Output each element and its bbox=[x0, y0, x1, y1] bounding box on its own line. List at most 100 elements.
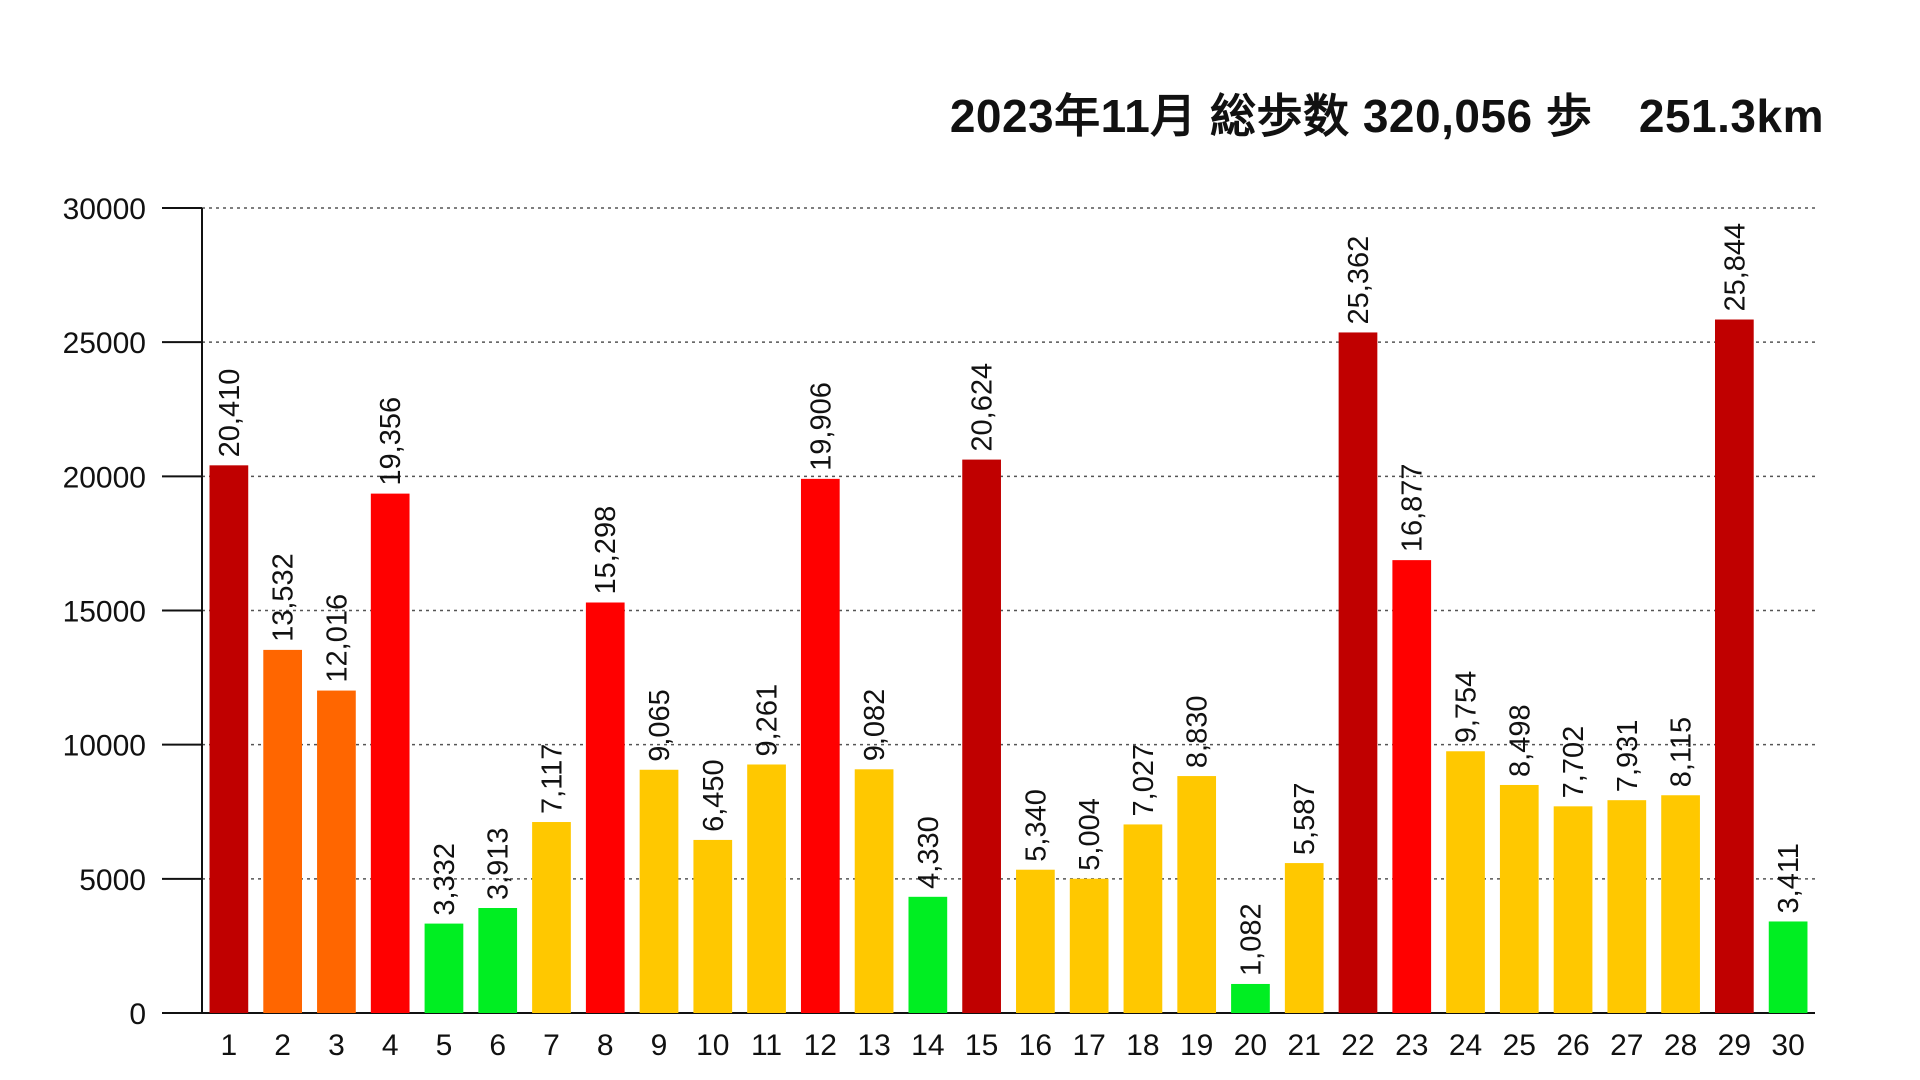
x-tick-label: 11 bbox=[751, 1029, 782, 1062]
bar-day-28 bbox=[1661, 795, 1700, 1013]
bar-day-9 bbox=[639, 769, 679, 1013]
bar-day-30 bbox=[1768, 921, 1808, 1013]
bar-day-26 bbox=[1553, 806, 1593, 1013]
bar-day-8 bbox=[585, 602, 625, 1013]
bar-day-23 bbox=[1392, 560, 1432, 1013]
y-tick-label: 5000 bbox=[79, 864, 146, 897]
x-tick-label: 24 bbox=[1449, 1029, 1482, 1062]
x-tick-label: 1 bbox=[221, 1029, 238, 1062]
data-label: 25,362 bbox=[1343, 236, 1375, 325]
bar-day-15 bbox=[962, 459, 1001, 1013]
y-tick-label: 10000 bbox=[63, 730, 146, 763]
data-label: 7,931 bbox=[1612, 720, 1644, 793]
data-label: 13,532 bbox=[268, 553, 300, 642]
chart-title: 2023年11月 総歩数 320,056 歩 251.3km bbox=[949, 90, 1824, 142]
bar-day-22 bbox=[1338, 332, 1378, 1013]
x-tick-label: 12 bbox=[804, 1029, 837, 1062]
data-label: 12,016 bbox=[321, 594, 353, 683]
y-tick-label: 30000 bbox=[63, 193, 146, 226]
bar-day-29 bbox=[1714, 319, 1754, 1013]
x-tick-label: 13 bbox=[857, 1029, 890, 1062]
x-tick-label: 9 bbox=[651, 1029, 668, 1062]
x-tick-label: 26 bbox=[1556, 1029, 1589, 1062]
x-tick-label: 7 bbox=[543, 1029, 560, 1062]
x-tick-label: 29 bbox=[1718, 1029, 1751, 1062]
x-tick-label: 22 bbox=[1341, 1029, 1374, 1062]
bar-day-5 bbox=[424, 923, 464, 1013]
data-label: 20,410 bbox=[214, 369, 246, 458]
data-label: 6,450 bbox=[698, 759, 730, 832]
x-tick-label: 8 bbox=[597, 1029, 614, 1062]
bar-day-16 bbox=[1016, 869, 1055, 1013]
data-label: 5,587 bbox=[1289, 783, 1321, 856]
x-tick-label: 17 bbox=[1072, 1029, 1105, 1062]
bar-day-10 bbox=[693, 839, 733, 1013]
x-tick-label: 16 bbox=[1019, 1029, 1052, 1062]
x-tick-label: 27 bbox=[1610, 1029, 1643, 1062]
x-tick-label: 2 bbox=[274, 1029, 291, 1062]
bar-day-3 bbox=[317, 690, 356, 1013]
data-label: 20,624 bbox=[967, 363, 999, 452]
data-label: 8,498 bbox=[1504, 704, 1536, 777]
x-tick-label: 20 bbox=[1234, 1029, 1267, 1062]
data-label: 8,115 bbox=[1666, 717, 1698, 787]
bar-day-12 bbox=[800, 478, 840, 1013]
axes bbox=[162, 207, 1815, 1014]
x-tick-label: 15 bbox=[965, 1029, 998, 1062]
bar-day-21 bbox=[1284, 863, 1324, 1013]
x-tick-label: 28 bbox=[1664, 1029, 1697, 1062]
data-label: 3,913 bbox=[483, 827, 515, 900]
data-label: 7,702 bbox=[1558, 726, 1590, 799]
data-label: 5,340 bbox=[1020, 789, 1052, 862]
data-label: 7,117 bbox=[536, 744, 568, 814]
bar-day-1 bbox=[209, 465, 249, 1013]
data-label: 16,877 bbox=[1397, 463, 1429, 552]
bar-day-14 bbox=[908, 896, 948, 1013]
bar-day-19 bbox=[1177, 776, 1217, 1013]
bar-day-18 bbox=[1123, 824, 1163, 1013]
x-tick-label: 23 bbox=[1395, 1029, 1428, 1062]
x-tick-label: 4 bbox=[382, 1029, 399, 1062]
data-label: 19,906 bbox=[805, 382, 837, 471]
data-label: 25,844 bbox=[1719, 223, 1751, 312]
bar-day-2 bbox=[263, 649, 303, 1013]
data-label: 15,298 bbox=[590, 506, 622, 595]
bars bbox=[209, 319, 1808, 1013]
x-tick-label: 18 bbox=[1126, 1029, 1159, 1062]
data-label: 5,004 bbox=[1074, 798, 1106, 871]
data-label: 7,027 bbox=[1128, 744, 1160, 817]
x-tick-label: 5 bbox=[436, 1029, 453, 1062]
data-label: 9,261 bbox=[752, 684, 784, 757]
y-tick-label: 20000 bbox=[63, 461, 146, 494]
data-label: 9,082 bbox=[859, 689, 891, 762]
bar-day-27 bbox=[1607, 800, 1647, 1013]
bar-day-4 bbox=[370, 493, 410, 1013]
x-tick-label: 14 bbox=[911, 1029, 944, 1062]
data-label: 1,082 bbox=[1235, 903, 1267, 976]
bar-day-17 bbox=[1069, 878, 1109, 1013]
data-label: 3,332 bbox=[429, 843, 461, 916]
bar-day-7 bbox=[532, 822, 571, 1013]
gridlines bbox=[202, 207, 1815, 880]
x-tick-label: 21 bbox=[1288, 1029, 1321, 1062]
data-label: 8,830 bbox=[1182, 695, 1214, 768]
bar-day-13 bbox=[854, 769, 894, 1013]
data-label: 9,754 bbox=[1451, 671, 1483, 744]
data-label: 3,411 bbox=[1773, 843, 1805, 913]
bar-day-11 bbox=[747, 764, 786, 1013]
data-labels: 20,410 13,532 12,016 19,356 3,332 3,913 7,117 1… bbox=[214, 223, 1805, 976]
x-tick-label: 25 bbox=[1503, 1029, 1536, 1062]
y-tick-label: 15000 bbox=[63, 596, 146, 629]
bar-day-6 bbox=[478, 908, 518, 1013]
bar-day-20 bbox=[1231, 983, 1270, 1013]
x-tick-label: 19 bbox=[1180, 1029, 1213, 1062]
x-tick-label: 30 bbox=[1771, 1029, 1804, 1062]
x-tick-label: 10 bbox=[696, 1029, 729, 1062]
data-label: 9,065 bbox=[644, 689, 676, 762]
y-tick-label: 25000 bbox=[63, 327, 146, 360]
data-label: 4,330 bbox=[913, 816, 945, 889]
y-tick-label: 0 bbox=[129, 998, 146, 1031]
x-tick-label: 3 bbox=[328, 1029, 345, 1062]
